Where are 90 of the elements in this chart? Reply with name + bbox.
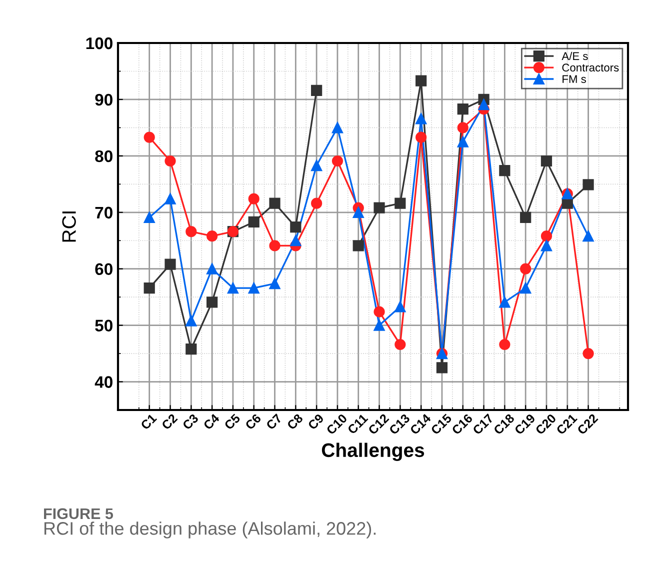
x-tick-label: C4 (202, 413, 220, 430)
point (269, 198, 280, 209)
point (374, 306, 385, 318)
point (164, 193, 176, 204)
point (311, 84, 322, 96)
point (394, 301, 406, 312)
point (457, 104, 468, 115)
point (269, 240, 280, 252)
point (582, 179, 594, 190)
point (374, 202, 385, 214)
y-tick-label: 70 (95, 206, 112, 219)
point (164, 258, 176, 270)
point (144, 212, 155, 224)
point (206, 230, 218, 242)
point (499, 165, 510, 176)
x-tick-label: C8 (286, 413, 304, 430)
point (352, 206, 364, 218)
x-tick-label: C22 (576, 413, 598, 436)
x-tick-label: C7 (266, 413, 282, 430)
x-tick-label: C20 (534, 413, 557, 436)
point (540, 240, 552, 252)
x-axis-title: Challenges (322, 442, 424, 461)
point (499, 296, 510, 308)
point (248, 193, 260, 204)
point (499, 338, 510, 350)
point (352, 240, 364, 252)
point (540, 155, 552, 167)
point (478, 98, 490, 110)
x-tick-label: C6 (244, 413, 262, 430)
y-axis-title: RCI (62, 212, 76, 242)
point (540, 230, 552, 242)
point (332, 122, 344, 134)
point (374, 320, 385, 331)
point (269, 278, 280, 290)
point (311, 160, 322, 172)
y-tick-label: 40 (94, 376, 112, 388)
point (248, 282, 260, 294)
point (186, 226, 197, 238)
x-tick-label: C14 (409, 413, 432, 436)
point (394, 198, 406, 209)
y-tick-label: 50 (95, 320, 112, 332)
x-tick-label: C2 (161, 413, 178, 430)
x-tick-label: C11 (346, 413, 368, 435)
y-tick-label: 90 (95, 94, 112, 106)
point (206, 296, 218, 308)
point (290, 222, 302, 233)
x-tick-label: C9 (307, 413, 324, 430)
y-tick-label: 80 (95, 150, 112, 162)
y-tick-label: 60 (95, 263, 112, 276)
point (144, 132, 155, 143)
point (416, 75, 427, 86)
point (436, 362, 448, 374)
legend-label: FM s (562, 75, 586, 83)
legend-label: A/E s (562, 52, 588, 60)
y-tick-label: 100 (86, 37, 112, 50)
x-tick-label: C12 (368, 413, 390, 436)
point (416, 113, 427, 124)
x-tick-label: C5 (224, 413, 241, 430)
x-tick-label: C13 (388, 413, 410, 436)
x-tick-label: C16 (451, 413, 474, 436)
point (416, 132, 427, 143)
x-tick-label: C1 (140, 413, 158, 430)
caption: FIGURE 5 (44, 508, 114, 520)
point (520, 263, 532, 274)
point (457, 136, 468, 148)
point (186, 315, 197, 326)
x-tick-label: C18 (493, 413, 515, 436)
legend-label: Contractors (562, 64, 619, 72)
x-tick-label: C17 (472, 413, 494, 436)
point (520, 212, 532, 224)
text: RCI of the design phase (Alsolami, 2022). (44, 522, 376, 538)
x-tick-label: C10 (326, 413, 348, 436)
point (582, 348, 594, 360)
point (582, 230, 594, 242)
point (164, 155, 176, 167)
point (248, 216, 260, 228)
point (311, 198, 322, 209)
x-tick-label: C15 (430, 413, 452, 436)
point (144, 282, 155, 294)
point (206, 263, 218, 274)
point (520, 282, 532, 294)
x-tick-label: C19 (514, 413, 536, 436)
point (186, 343, 197, 355)
point (290, 235, 302, 246)
x-tick-label: C21 (556, 413, 578, 436)
x-tick-label: C3 (182, 413, 199, 430)
point (394, 338, 406, 350)
point (332, 155, 344, 167)
point (227, 282, 239, 294)
point (457, 122, 468, 134)
